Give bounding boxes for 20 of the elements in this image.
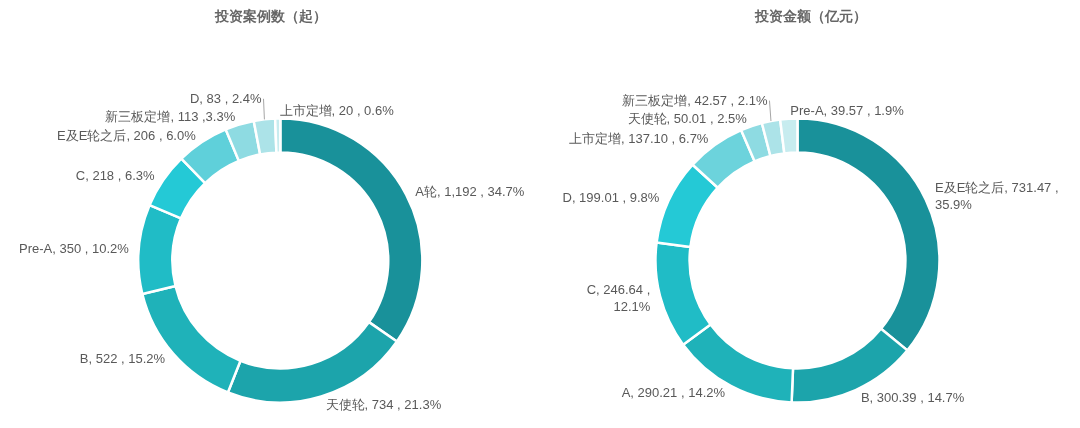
chart-title: 投资案例数（起） xyxy=(213,7,327,24)
slice-label: 新三板定增, 113 ,3.3% xyxy=(105,109,236,125)
slice-label: D, 199.01 , 9.8% xyxy=(562,190,660,206)
slice-label: E及E轮之后, 206 , 6.0% xyxy=(57,127,197,143)
slice-label: 天使轮, 50.01 , 2.5% xyxy=(627,111,748,127)
slice-label: A轮, 1,192 , 34.7% xyxy=(415,183,525,199)
slice-label: C, 218 , 6.3% xyxy=(75,168,156,184)
slice-label: B, 522 , 15.2% xyxy=(79,351,166,367)
slice-label: 上市定增, 137.10 , 6.7% xyxy=(568,130,709,146)
slice-label: 新三板定增, 42.57 , 2.1% xyxy=(622,93,768,109)
slice-label: C, 246.64 , 12.1% xyxy=(586,282,651,315)
chart-title: 投资金额（亿元） xyxy=(753,7,867,24)
slice-label: A, 290.21 , 14.2% xyxy=(621,385,726,401)
slice-label: E及E轮之后, 731.47 , 35.9% xyxy=(935,180,1059,213)
slice-label: Pre-A, 350 , 10.2% xyxy=(18,240,130,256)
slice-label: Pre-A, 39.57 , 1.9% xyxy=(790,103,905,119)
slice-label: 上市定增, 20 , 0.6% xyxy=(279,103,395,119)
slice-label: B, 300.39 , 14.7% xyxy=(860,389,965,405)
slice-label: D, 83 , 2.4% xyxy=(189,91,262,107)
slice-label: 天使轮, 734 , 21.3% xyxy=(325,396,442,412)
